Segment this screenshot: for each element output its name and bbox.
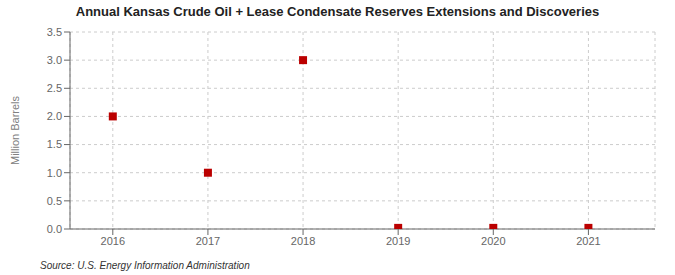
svg-text:3.0: 3.0 [47,54,62,66]
svg-text:Million Barrels: Million Barrels [9,95,21,165]
svg-text:2017: 2017 [196,235,220,247]
svg-text:2.5: 2.5 [47,82,62,94]
svg-text:1.5: 1.5 [47,138,62,150]
svg-text:2021: 2021 [576,235,600,247]
svg-text:0.0: 0.0 [47,223,62,235]
svg-text:2016: 2016 [101,235,125,247]
svg-text:2019: 2019 [386,235,410,247]
svg-text:0.5: 0.5 [47,195,62,207]
svg-text:2020: 2020 [481,235,505,247]
html-text:Source: U.S. Energy Informatio: Source: U.S. Energy Information Administ… [40,260,250,271]
svg-text:3.5: 3.5 [47,26,62,38]
html-text:Annual Kansas Crude Oil + Leas: Annual Kansas Crude Oil + Lease Condensa… [75,4,600,19]
svg-text:2018: 2018 [291,235,315,247]
svg-text:2.0: 2.0 [47,110,62,122]
svg-text:1.0: 1.0 [47,167,62,179]
